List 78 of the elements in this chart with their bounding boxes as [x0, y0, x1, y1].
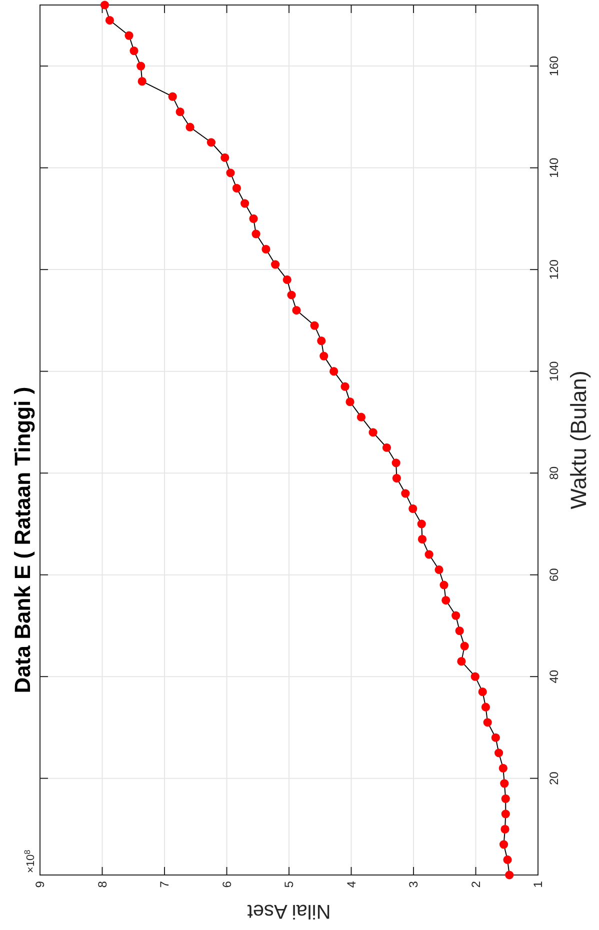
y-tick-label: 20 [547, 771, 561, 786]
point [320, 352, 328, 360]
point [100, 0, 110, 10]
y-tick-label: 100 [547, 360, 561, 382]
point [499, 840, 508, 849]
point [292, 306, 301, 315]
x-tick-label: 3 [406, 880, 420, 888]
point [240, 199, 250, 208]
x-tick-label: 2 [468, 880, 483, 888]
point [310, 321, 319, 330]
point [418, 534, 427, 544]
point [505, 870, 514, 880]
y-tick-label: 40 [547, 670, 561, 684]
point [136, 62, 146, 70]
x-axis-title: Nilai Aset [246, 900, 331, 922]
point [220, 153, 230, 162]
point [500, 824, 510, 834]
point [470, 672, 480, 681]
point [503, 855, 512, 864]
point [392, 474, 401, 482]
y-axis-title: Waktu (Bulan) [566, 370, 591, 510]
point [434, 565, 444, 574]
point [498, 764, 508, 772]
point [168, 92, 177, 101]
point [124, 31, 134, 40]
point [226, 168, 235, 178]
x-tick-label: 1 [531, 880, 545, 888]
point [330, 367, 338, 376]
x-tick-label: 9 [33, 880, 47, 888]
x-tick-label: 8 [95, 880, 110, 888]
point [232, 184, 242, 192]
point [457, 657, 466, 666]
point [452, 611, 460, 620]
point [249, 214, 258, 223]
point [282, 275, 292, 284]
point [491, 733, 500, 742]
point [271, 260, 280, 269]
text: Data Bank E ( Rataan Tinggi ) [10, 386, 35, 694]
point [252, 230, 260, 238]
x-tick-label: 5 [282, 880, 296, 888]
y-tick-label: 160 [547, 56, 561, 76]
point [501, 810, 510, 818]
point [346, 398, 354, 406]
point [317, 336, 326, 346]
point [368, 428, 378, 437]
point [401, 489, 410, 498]
point [494, 748, 504, 758]
point [392, 458, 400, 468]
y-tick-label: 60 [547, 568, 561, 582]
y-tick-label: 140 [547, 157, 561, 178]
point [417, 520, 426, 528]
point [130, 46, 138, 56]
x-tick-label: 7 [158, 880, 172, 888]
point [481, 702, 490, 712]
point [138, 77, 146, 86]
point [176, 108, 184, 116]
point [483, 718, 492, 727]
x-tick-label: 6 [220, 880, 234, 888]
point [500, 779, 509, 788]
point [408, 504, 418, 513]
y-tick-label: 120 [547, 259, 561, 280]
point [262, 244, 270, 254]
point [287, 290, 296, 300]
point [382, 443, 392, 452]
point [501, 794, 510, 803]
x-tick-label: 4 [344, 880, 358, 888]
point [186, 122, 194, 132]
point [105, 16, 114, 25]
point [455, 626, 464, 636]
point [340, 382, 350, 391]
point [424, 550, 434, 559]
point [206, 138, 216, 147]
point [442, 596, 450, 605]
y-tick-label: 80 [547, 466, 561, 480]
point [440, 580, 448, 590]
point [356, 412, 366, 422]
point [460, 642, 469, 650]
point [478, 688, 487, 696]
